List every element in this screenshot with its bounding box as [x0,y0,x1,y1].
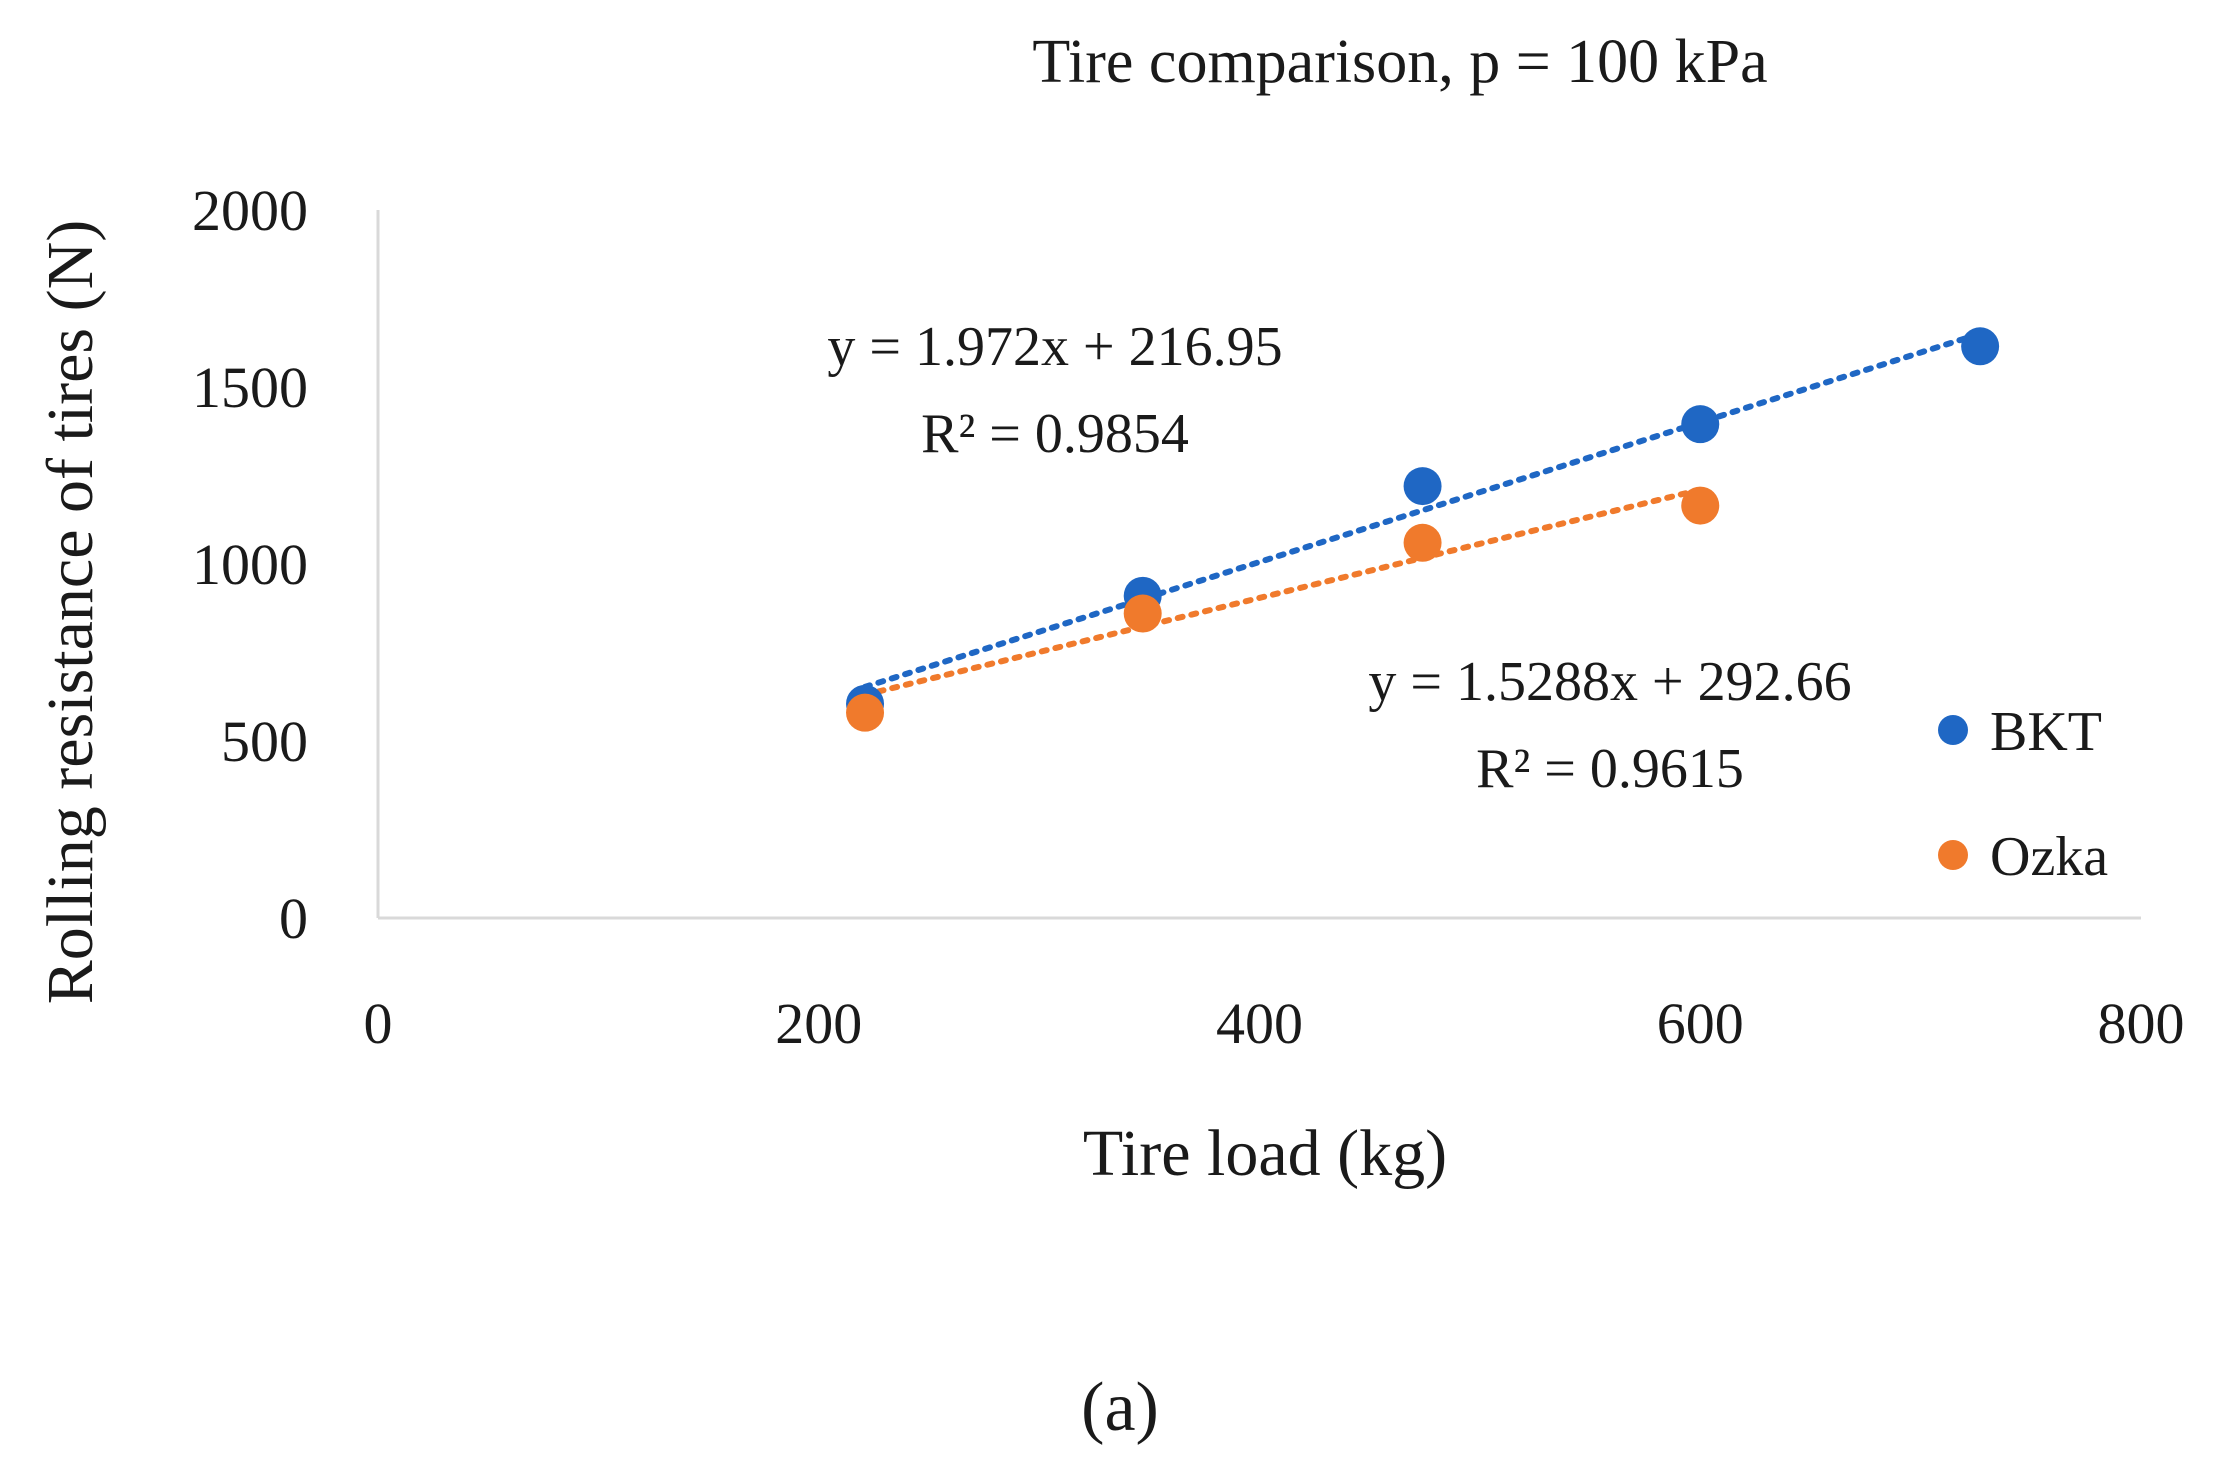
legend-marker-ozka [1938,840,1968,870]
legend: BKT Ozka [1938,701,2108,888]
y-tick-label: 500 [221,709,308,774]
legend-label-ozka: Ozka [1990,826,2108,888]
data-point-ozka [1123,594,1162,633]
data-point-bkt [1403,467,1442,506]
x-tick-label: 200 [775,991,862,1056]
chart-title: Tire comparison, p = 100 kPa [1032,28,1767,96]
y-tick-label: 2000 [192,178,308,243]
data-point-ozka [1403,523,1442,562]
bkt-r2-label: R² = 0.9854 [921,403,1189,465]
trendline-bkt [862,330,1984,690]
data-points [846,327,2000,732]
x-tick-labels: 0 200 400 600 800 [364,991,2185,1056]
trendline-annotations: y = 1.972x + 216.95 R² = 0.9854 y = 1.52… [827,316,1851,800]
data-point-bkt [1961,327,2000,366]
axes [376,210,2141,920]
ozka-r2-label: R² = 0.9615 [1476,738,1744,800]
y-tick-labels: 0 500 1000 1500 2000 [192,178,308,951]
data-point-ozka [1681,486,1720,525]
x-tick-label: 600 [1657,991,1744,1056]
figure-caption: (a) [1081,1369,1159,1446]
x-tick-label: 400 [1216,991,1303,1056]
x-axis-title: Tire load (kg) [1083,1117,1447,1190]
bkt-equation-label: y = 1.972x + 216.95 [827,316,1282,378]
y-tick-label: 1500 [192,355,308,420]
x-tick-label: 800 [2098,991,2185,1056]
y-tick-label: 0 [279,886,308,951]
y-tick-label: 1000 [192,532,308,597]
legend-marker-bkt [1938,715,1968,745]
ozka-equation-label: y = 1.5288x + 292.66 [1368,651,1851,713]
trendline-ozka [862,486,1704,698]
x-tick-label: 0 [364,991,393,1056]
data-point-ozka [846,693,885,732]
data-point-bkt [1681,405,1720,444]
trendlines [862,330,1984,698]
legend-label-bkt: BKT [1990,701,2102,763]
y-axis-title: Rolling resistance of tires (N) [34,220,107,1004]
